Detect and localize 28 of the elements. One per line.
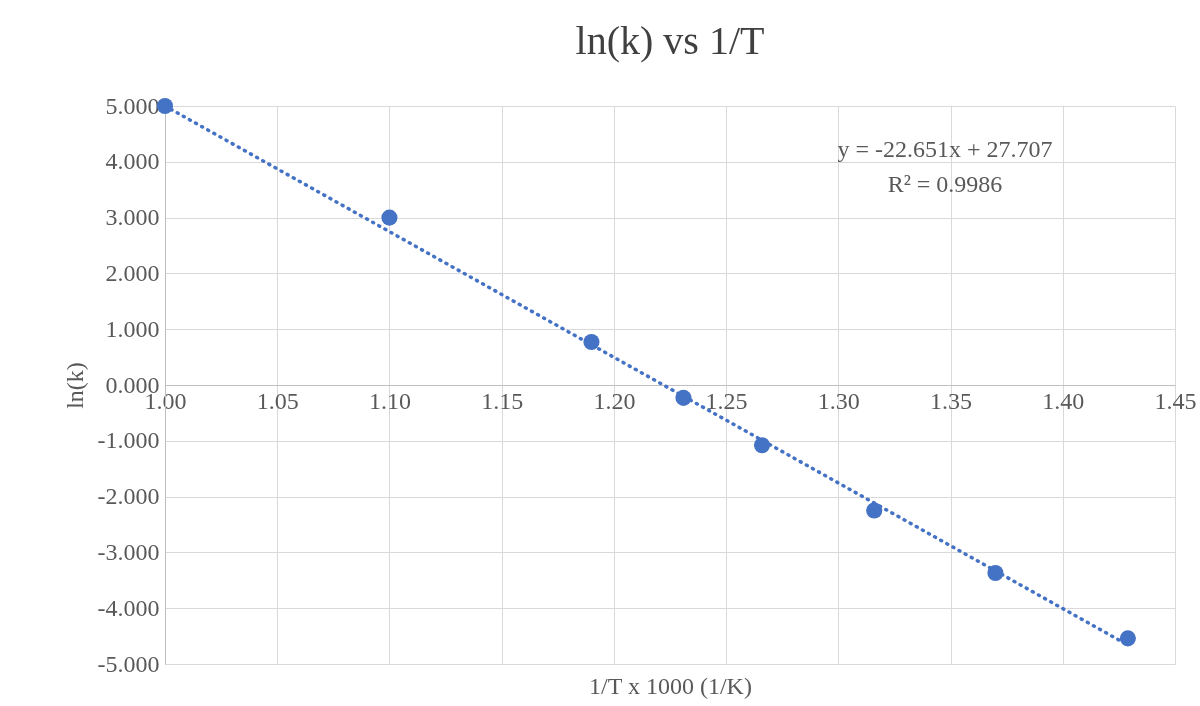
x-tick-label: 1.20 <box>593 387 636 414</box>
x-tick-label: 1.30 <box>817 387 860 414</box>
point <box>1119 630 1136 647</box>
x-tick-label: 1.35 <box>930 387 973 414</box>
y-tick-label: 2.000 <box>105 259 160 286</box>
y-axis-title: ln(k) <box>61 362 88 409</box>
y-tick-label: 1.000 <box>105 315 160 342</box>
x-axis-title: 1/T x 1000 (1/K) <box>589 672 752 699</box>
x-tick-label: 1.45 <box>1154 387 1197 414</box>
y-tick-label: -3.000 <box>97 538 160 565</box>
x-tick-label: 1.40 <box>1042 387 1085 414</box>
x-tick-label: 1.25 <box>705 387 748 414</box>
point <box>156 97 174 115</box>
y-tick-label: 5.000 <box>105 92 160 119</box>
y-tick-label: 4.000 <box>105 148 160 175</box>
x-tick-label: 1.05 <box>256 387 299 414</box>
y-tick-label: -4.000 <box>97 594 160 621</box>
point <box>866 502 883 519</box>
y-tick-label: -5.000 <box>97 650 160 677</box>
chart-title: ln(k) vs 1/T <box>575 18 765 63</box>
y-tick-label: -1.000 <box>97 427 160 454</box>
x-tick-label: 1.10 <box>368 387 411 414</box>
y-tick-label: -2.000 <box>97 483 160 510</box>
x-tick-label: 1.15 <box>481 387 524 414</box>
annotation: y = -22.651x + 27.707 <box>837 136 1053 162</box>
point <box>381 209 398 226</box>
annotation: R² = 0.9986 <box>887 171 1003 197</box>
y-tick-label: 3.000 <box>105 204 160 231</box>
